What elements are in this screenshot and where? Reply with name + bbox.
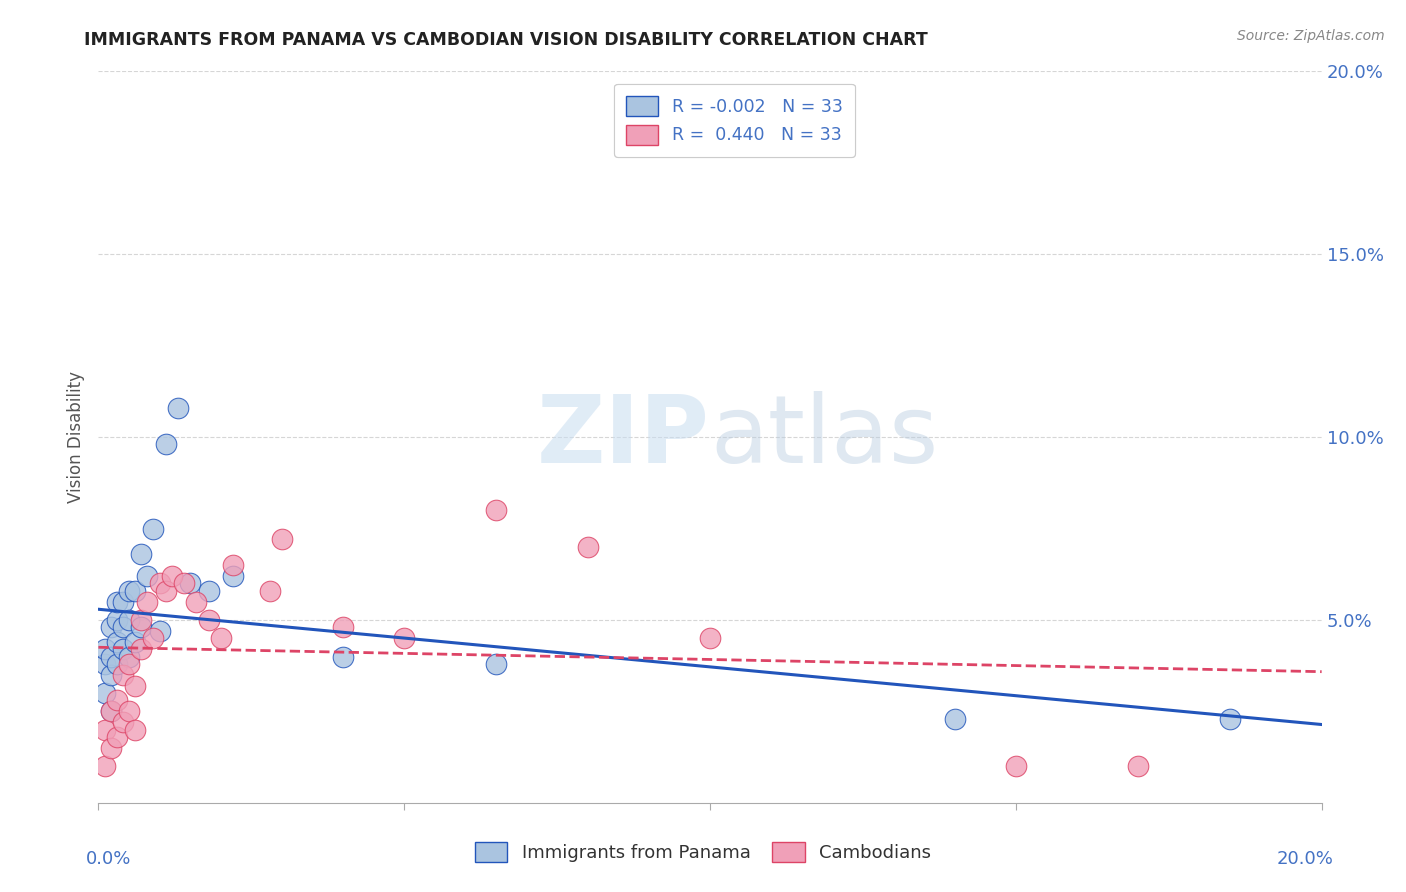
Point	[142, 632, 165, 646]
Point	[485, 657, 508, 671]
Text: atlas: atlas	[710, 391, 938, 483]
Text: 20.0%: 20.0%	[1277, 850, 1334, 868]
Point	[118, 583, 141, 598]
Point	[332, 649, 354, 664]
Point	[699, 632, 721, 646]
Text: 0.0%: 0.0%	[86, 850, 132, 868]
Point	[93, 642, 115, 657]
Point	[111, 620, 134, 634]
Point	[100, 667, 122, 681]
Point	[1219, 712, 1241, 726]
Legend: Immigrants from Panama, Cambodians: Immigrants from Panama, Cambodians	[468, 834, 938, 870]
Point	[259, 583, 281, 598]
Point	[149, 624, 172, 638]
Point	[118, 613, 141, 627]
Point	[160, 569, 183, 583]
Point	[124, 723, 146, 737]
Point	[129, 613, 152, 627]
Point	[222, 569, 245, 583]
Point	[124, 679, 146, 693]
Point	[93, 759, 115, 773]
Point	[105, 657, 128, 671]
Point	[105, 693, 128, 707]
Point	[100, 705, 122, 719]
Point	[1128, 759, 1150, 773]
Point	[93, 657, 115, 671]
Point	[222, 558, 245, 573]
Point	[100, 620, 122, 634]
Point	[118, 705, 141, 719]
Point	[100, 705, 122, 719]
Point	[129, 547, 152, 561]
Point	[111, 642, 134, 657]
Point	[100, 740, 122, 755]
Point	[118, 657, 141, 671]
Point	[392, 632, 416, 646]
Point	[118, 649, 141, 664]
Text: Source: ZipAtlas.com: Source: ZipAtlas.com	[1237, 29, 1385, 43]
Point	[209, 632, 232, 646]
Point	[943, 712, 966, 726]
Point	[129, 642, 152, 657]
Point	[136, 594, 159, 608]
Point	[93, 686, 115, 700]
Point	[155, 583, 177, 598]
Text: IMMIGRANTS FROM PANAMA VS CAMBODIAN VISION DISABILITY CORRELATION CHART: IMMIGRANTS FROM PANAMA VS CAMBODIAN VISI…	[84, 31, 928, 49]
Point	[105, 613, 128, 627]
Text: ZIP: ZIP	[537, 391, 710, 483]
Point	[155, 437, 177, 451]
Point	[1004, 759, 1026, 773]
Point	[124, 583, 146, 598]
Y-axis label: Vision Disability: Vision Disability	[66, 371, 84, 503]
Point	[129, 620, 152, 634]
Point	[111, 594, 134, 608]
Point	[270, 533, 292, 547]
Point	[332, 620, 354, 634]
Point	[105, 635, 128, 649]
Point	[576, 540, 599, 554]
Point	[485, 503, 508, 517]
Point	[100, 649, 122, 664]
Point	[173, 576, 195, 591]
Point	[186, 594, 208, 608]
Point	[167, 401, 190, 415]
Point	[93, 723, 115, 737]
Point	[197, 583, 219, 598]
Legend: R = -0.002   N = 33, R =  0.440   N = 33: R = -0.002 N = 33, R = 0.440 N = 33	[614, 84, 855, 157]
Point	[111, 667, 134, 681]
Point	[142, 521, 165, 535]
Point	[105, 594, 128, 608]
Point	[179, 576, 201, 591]
Point	[149, 576, 172, 591]
Point	[197, 613, 219, 627]
Point	[124, 635, 146, 649]
Point	[136, 569, 159, 583]
Point	[111, 715, 134, 730]
Point	[105, 730, 128, 744]
